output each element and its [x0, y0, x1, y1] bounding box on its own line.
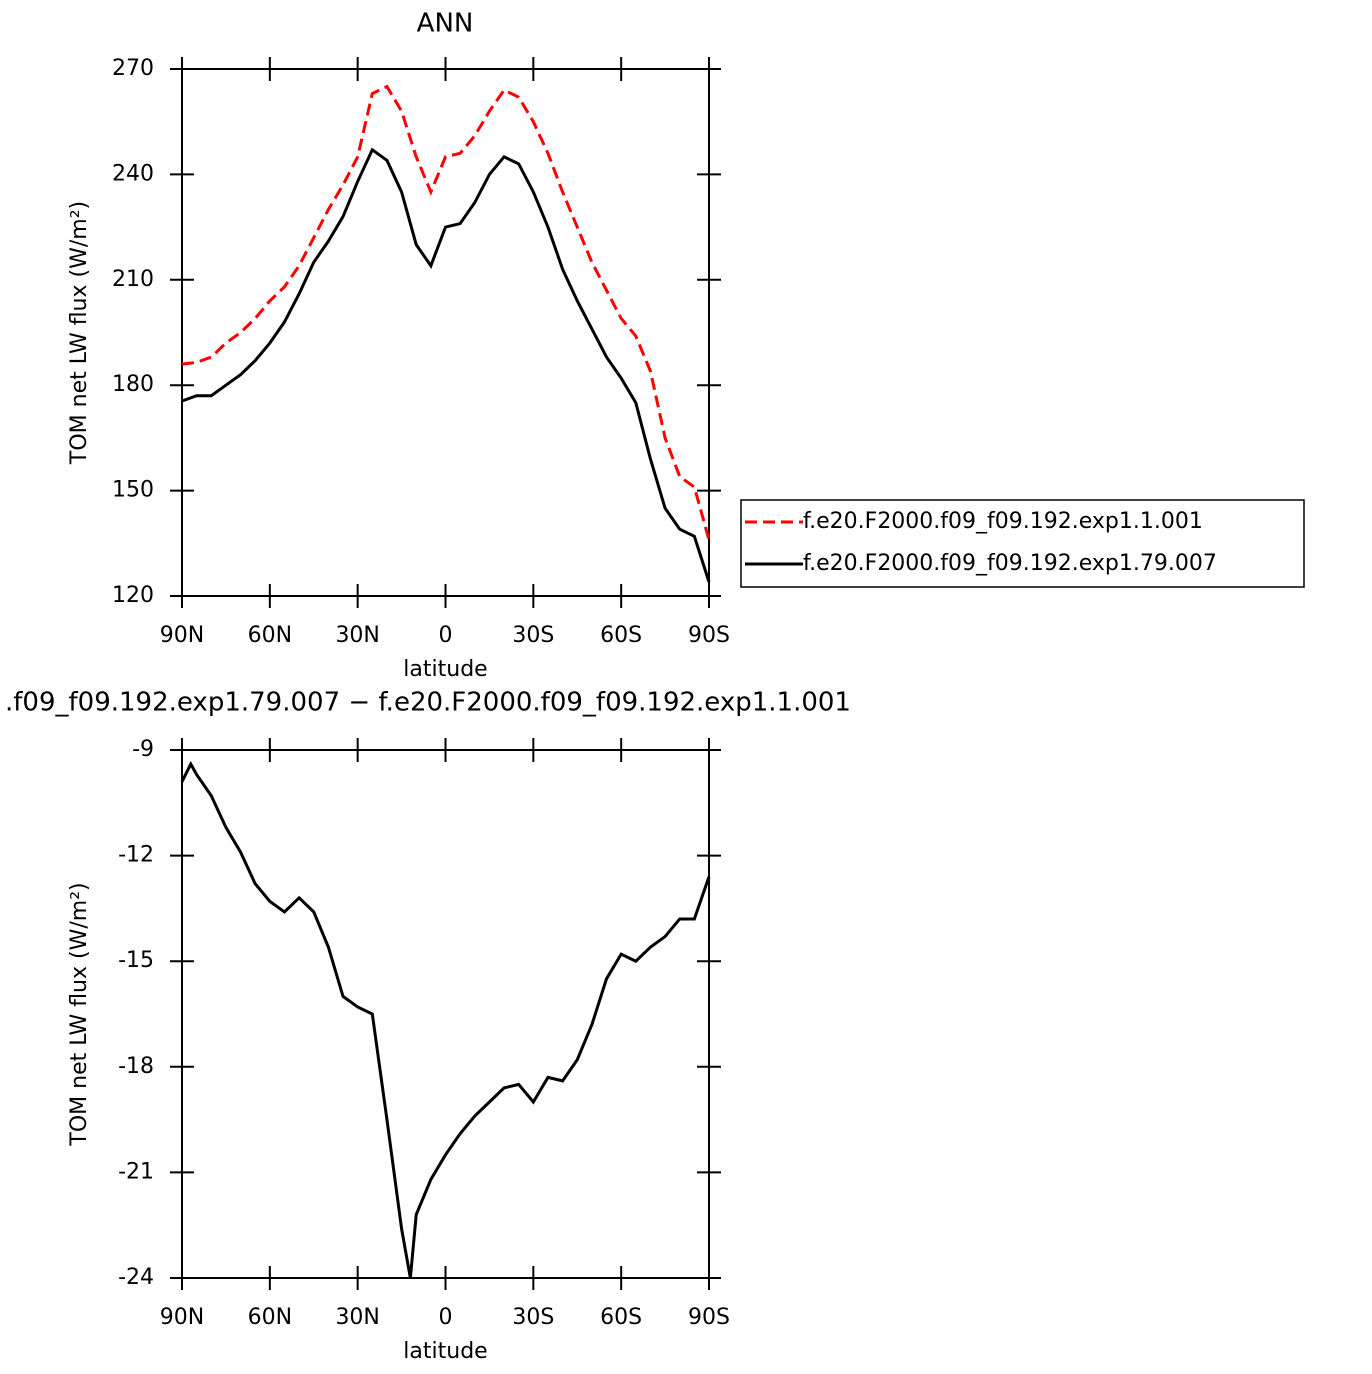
plot-frame — [181, 749, 710, 1279]
y-tick-label: 150 — [112, 478, 154, 503]
y-tick-label: 270 — [112, 56, 154, 81]
x-axis-label: latitude — [403, 657, 487, 682]
x-axis-label: latitude — [403, 1339, 487, 1364]
x-tick-label: 90S — [688, 1305, 730, 1330]
x-tick-label: 90N — [160, 623, 204, 648]
y-tick-label: -12 — [118, 843, 154, 868]
y-tick-label: -21 — [118, 1159, 154, 1184]
chart-title: ANN — [417, 9, 474, 39]
y-tick-label: 240 — [112, 161, 154, 186]
y-axis-label: TOM net LW flux (W/m²) — [67, 201, 92, 465]
y-tick-label: 120 — [112, 583, 154, 608]
chart-title: .f09_f09.192.exp1.79.007 − f.e20.F2000.f… — [5, 688, 851, 718]
plot-frame — [181, 68, 710, 597]
legend-label: f.e20.F2000.f09_f09.192.exp1.1.001 — [803, 509, 1203, 534]
x-tick-label: 90S — [688, 623, 730, 648]
x-tick-label: 60N — [248, 1305, 292, 1330]
x-tick-label: 30N — [335, 623, 379, 648]
x-tick-label: 60N — [248, 623, 292, 648]
x-tick-label: 30N — [335, 1305, 379, 1330]
y-tick-label: 180 — [112, 372, 154, 397]
y-tick-label: -18 — [118, 1054, 154, 1079]
x-tick-label: 30S — [512, 623, 554, 648]
y-tick-label: -9 — [132, 737, 154, 762]
x-tick-label: 60S — [600, 1305, 642, 1330]
y-tick-label: -15 — [118, 948, 154, 973]
x-tick-label: 90N — [160, 1305, 204, 1330]
x-tick-label: 0 — [439, 623, 453, 648]
y-tick-label: 210 — [112, 267, 154, 292]
data-line — [181, 84, 711, 541]
x-tick-label: 30S — [512, 1305, 554, 1330]
legend-label: f.e20.F2000.f09_f09.192.exp1.79.007 — [803, 551, 1217, 576]
x-tick-label: 60S — [600, 623, 642, 648]
data-line — [180, 760, 711, 1279]
legend-box — [740, 499, 1305, 588]
y-axis-label: TOM net LW flux (W/m²) — [67, 882, 92, 1146]
y-tick-label: -24 — [118, 1265, 154, 1290]
x-tick-label: 0 — [439, 1305, 453, 1330]
data-line — [181, 147, 711, 583]
